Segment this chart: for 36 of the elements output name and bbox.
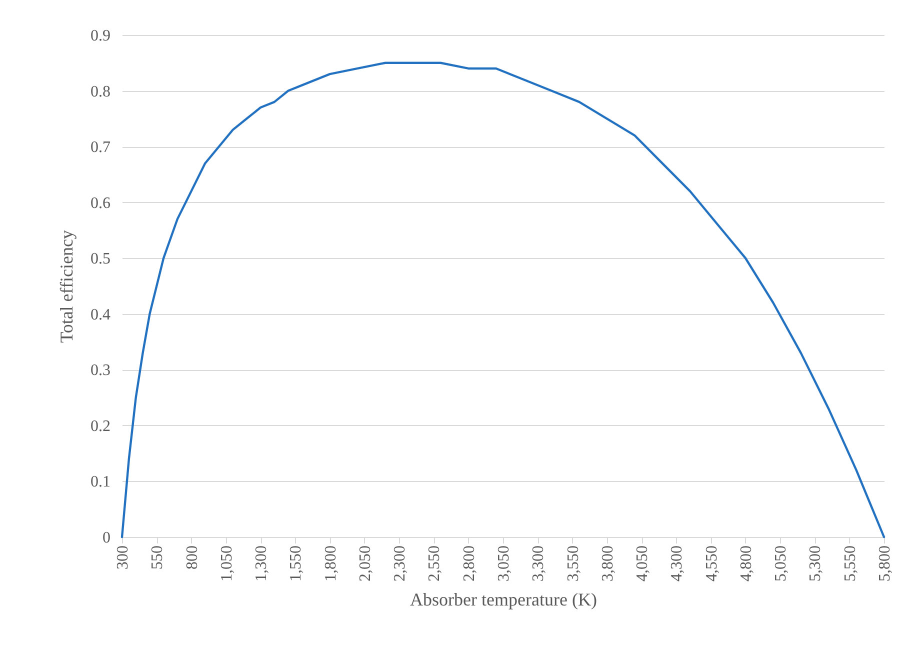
x-tick-label: 4,550 — [703, 546, 720, 582]
x-tick-label: 1,300 — [253, 546, 270, 582]
x-tick-label: 4,300 — [668, 546, 686, 582]
x-tick-label: 1,800 — [322, 546, 340, 582]
x-tick-label: 1,550 — [288, 546, 305, 582]
x-tick-label: 4,050 — [634, 546, 652, 582]
x-tick-label: 3,800 — [599, 546, 616, 582]
x-tick-label: 550 — [149, 546, 166, 570]
line-series — [120, 62, 886, 538]
x-tick-label: 5,050 — [772, 546, 790, 582]
y-tick-label: 0.2 — [90, 418, 110, 435]
y-tick-label: 0.5 — [90, 250, 110, 268]
x-tick-label: 3,550 — [564, 546, 582, 582]
y-tick-label: 0.6 — [90, 194, 110, 212]
x-tick-label: 5,550 — [842, 546, 859, 582]
y-tick-label: 0.9 — [90, 28, 110, 44]
x-tick-label: 5,300 — [807, 546, 824, 582]
y-tick-label: 0.4 — [90, 306, 110, 324]
x-tick-label: 2,800 — [460, 546, 478, 582]
x-tick-label: 3,300 — [530, 546, 548, 582]
y-tick-label: 0 — [102, 530, 110, 546]
x-tick-label: 2,550 — [426, 546, 444, 582]
y-tick-label: 0.1 — [90, 474, 110, 491]
y-tick-label: 0.8 — [90, 83, 110, 100]
x-tick-label: 300 — [114, 546, 132, 570]
y-tick-label: 0.7 — [90, 139, 110, 156]
x-tick-label: 2,050 — [356, 546, 374, 582]
x-tick-label: 3,050 — [496, 546, 512, 582]
x-axis-title: Absorber temperature (K) — [410, 590, 597, 610]
x-tick-label: 2,300 — [392, 546, 409, 582]
x-tick-label: 800 — [184, 546, 201, 570]
y-tick-label: 0.3 — [90, 362, 110, 380]
x-tick-label: 4,800 — [738, 546, 755, 582]
x-tick-label: 5,800 — [876, 546, 894, 582]
y-axis-title: Total efficiency — [56, 230, 76, 343]
x-tick-label: 1,050 — [218, 546, 236, 582]
